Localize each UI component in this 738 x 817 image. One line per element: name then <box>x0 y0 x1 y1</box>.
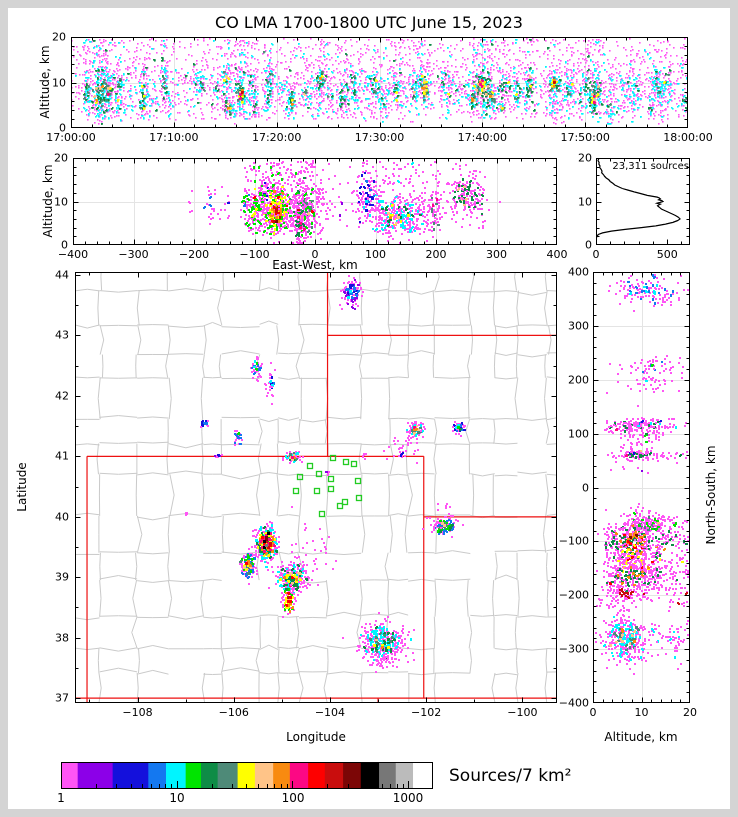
tick-label: 200 <box>568 373 589 387</box>
tick-label: 0 <box>589 706 597 719</box>
tick-label: 44 <box>55 268 69 282</box>
tick-label: 17:00:00 <box>46 131 96 144</box>
tick-label: 17:50:00 <box>560 131 610 144</box>
tick-label: −102 <box>411 706 442 719</box>
figure-title: CO LMA 1700-1800 UTC June 15, 2023 <box>215 13 523 32</box>
east-west-altitude-plot <box>73 158 557 245</box>
colorbar <box>61 762 433 789</box>
time-height-plot <box>71 37 688 128</box>
tick-label: 300 <box>568 319 589 333</box>
tick-label: 500 <box>656 248 678 261</box>
tick-label: 300 <box>486 248 507 261</box>
tick-label: 17:10:00 <box>149 131 199 144</box>
plan-view-map <box>75 272 557 703</box>
tick-label: 20 <box>52 30 66 44</box>
tick-label: 0 <box>311 248 319 261</box>
tick-label: −300 <box>558 642 589 656</box>
map-x-axis-label: Longitude <box>286 730 346 744</box>
colorbar-tick-label: 100 <box>281 791 305 805</box>
tick-label: 0 <box>59 121 66 135</box>
tick-label: 400 <box>546 248 568 261</box>
ew-y-axis-label: Altitude, km <box>41 164 55 238</box>
altitude-histogram-plot <box>596 158 690 245</box>
top-y-axis-label: Altitude, km <box>38 45 52 119</box>
source-count-annotation: 23,311 sources <box>612 161 689 172</box>
tick-label: 41 <box>55 449 69 463</box>
tick-label: −300 <box>118 248 149 261</box>
map-y-axis-label: Latitude <box>15 462 29 512</box>
figure-canvas-area: CO LMA 1700-1800 UTC June 15, 2023 Altit… <box>8 8 730 809</box>
tick-label: 10 <box>52 76 66 89</box>
tick-label: 17:40:00 <box>457 131 508 144</box>
tick-label: 17:30:00 <box>354 131 405 144</box>
tick-label: 40 <box>55 510 69 524</box>
colorbar-tick-label: 10 <box>169 791 185 805</box>
tick-label: −200 <box>178 248 210 261</box>
tick-label: 20 <box>54 151 68 165</box>
ns-right-axis-label: North-South, km <box>704 445 718 545</box>
tick-label: 43 <box>55 328 69 342</box>
ns-x-axis-label: Altitude, km <box>604 730 678 744</box>
tick-label: −100 <box>558 534 589 548</box>
tick-label: −400 <box>558 696 589 710</box>
tick-label: 42 <box>55 389 69 403</box>
ew-x-axis-label: East-West, km <box>272 258 358 272</box>
tick-label: −200 <box>558 588 589 602</box>
tick-label: 100 <box>365 248 386 261</box>
colorbar-tick-label: 1 <box>57 791 65 805</box>
tick-label: 10 <box>54 195 68 208</box>
tick-label: 18:00:00 <box>663 131 713 144</box>
tick-label: 39 <box>55 570 69 584</box>
tick-label: 0 <box>582 481 589 494</box>
tick-label: −400 <box>57 248 89 261</box>
tick-label: 20 <box>578 151 592 165</box>
tick-label: 0 <box>592 248 600 261</box>
tick-label: −108 <box>122 706 153 719</box>
colorbar-label: Sources/7 km² <box>449 766 572 786</box>
tick-label: 38 <box>55 631 69 645</box>
tick-label: 37 <box>55 691 69 705</box>
north-south-altitude-plot <box>593 272 690 703</box>
tick-label: 0 <box>61 238 68 252</box>
tick-label: −104 <box>314 706 346 719</box>
tick-label: 200 <box>425 248 447 261</box>
tick-label: 400 <box>568 265 589 279</box>
tick-label: −100 <box>507 706 538 719</box>
tick-label: −106 <box>218 706 249 719</box>
colorbar-tick-label: 1000 <box>392 791 424 805</box>
tick-label: 0 <box>585 238 592 252</box>
tick-label: 10 <box>578 195 592 208</box>
tick-label: 20 <box>683 706 697 719</box>
tick-label: −100 <box>239 248 270 261</box>
tick-label: 100 <box>568 427 589 441</box>
tick-label: 10 <box>634 706 649 719</box>
tick-label: 17:20:00 <box>251 131 302 144</box>
